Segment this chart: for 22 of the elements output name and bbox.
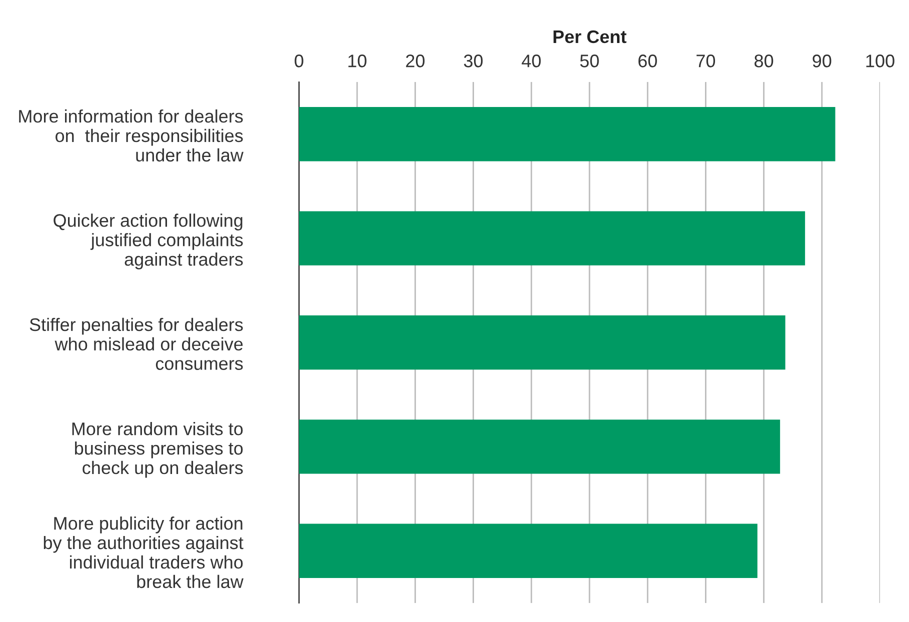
- bar: [299, 211, 806, 266]
- x-tick-label: 0: [294, 54, 304, 68]
- x-tick-label: 90: [812, 54, 832, 68]
- x-tick-label: 100: [866, 54, 894, 68]
- bar: [299, 524, 758, 578]
- y-tick-label: More publicity for action by the authorities against individual traders who break the law: [44, 516, 244, 588]
- x-tick-label: 30: [464, 54, 483, 68]
- bar: [299, 315, 786, 370]
- x-tick-label: 10: [348, 54, 366, 68]
- y-tick-label: Stiffer penalties for dealers who mislead or deceive consumers: [30, 318, 243, 370]
- x-tick-label: 80: [754, 54, 774, 68]
- bar: [299, 107, 836, 162]
- x-tick-label: 70: [696, 54, 716, 68]
- y-tick-label: More random visits to business premises to check up on dealers: [72, 422, 243, 478]
- y-tick-label: Quicker action following justified complaints against traders: [54, 214, 243, 270]
- x-tick-label: 50: [580, 54, 599, 68]
- y-tick-label: More information for dealers on their responsibilities under the law: [19, 109, 244, 162]
- x-tick-label: 40: [522, 54, 541, 68]
- x-tick-label: 20: [406, 54, 425, 68]
- x-tick-label: 60: [638, 54, 657, 68]
- bar: [299, 420, 780, 474]
- x-axis-title: Per Cent: [554, 30, 626, 44]
